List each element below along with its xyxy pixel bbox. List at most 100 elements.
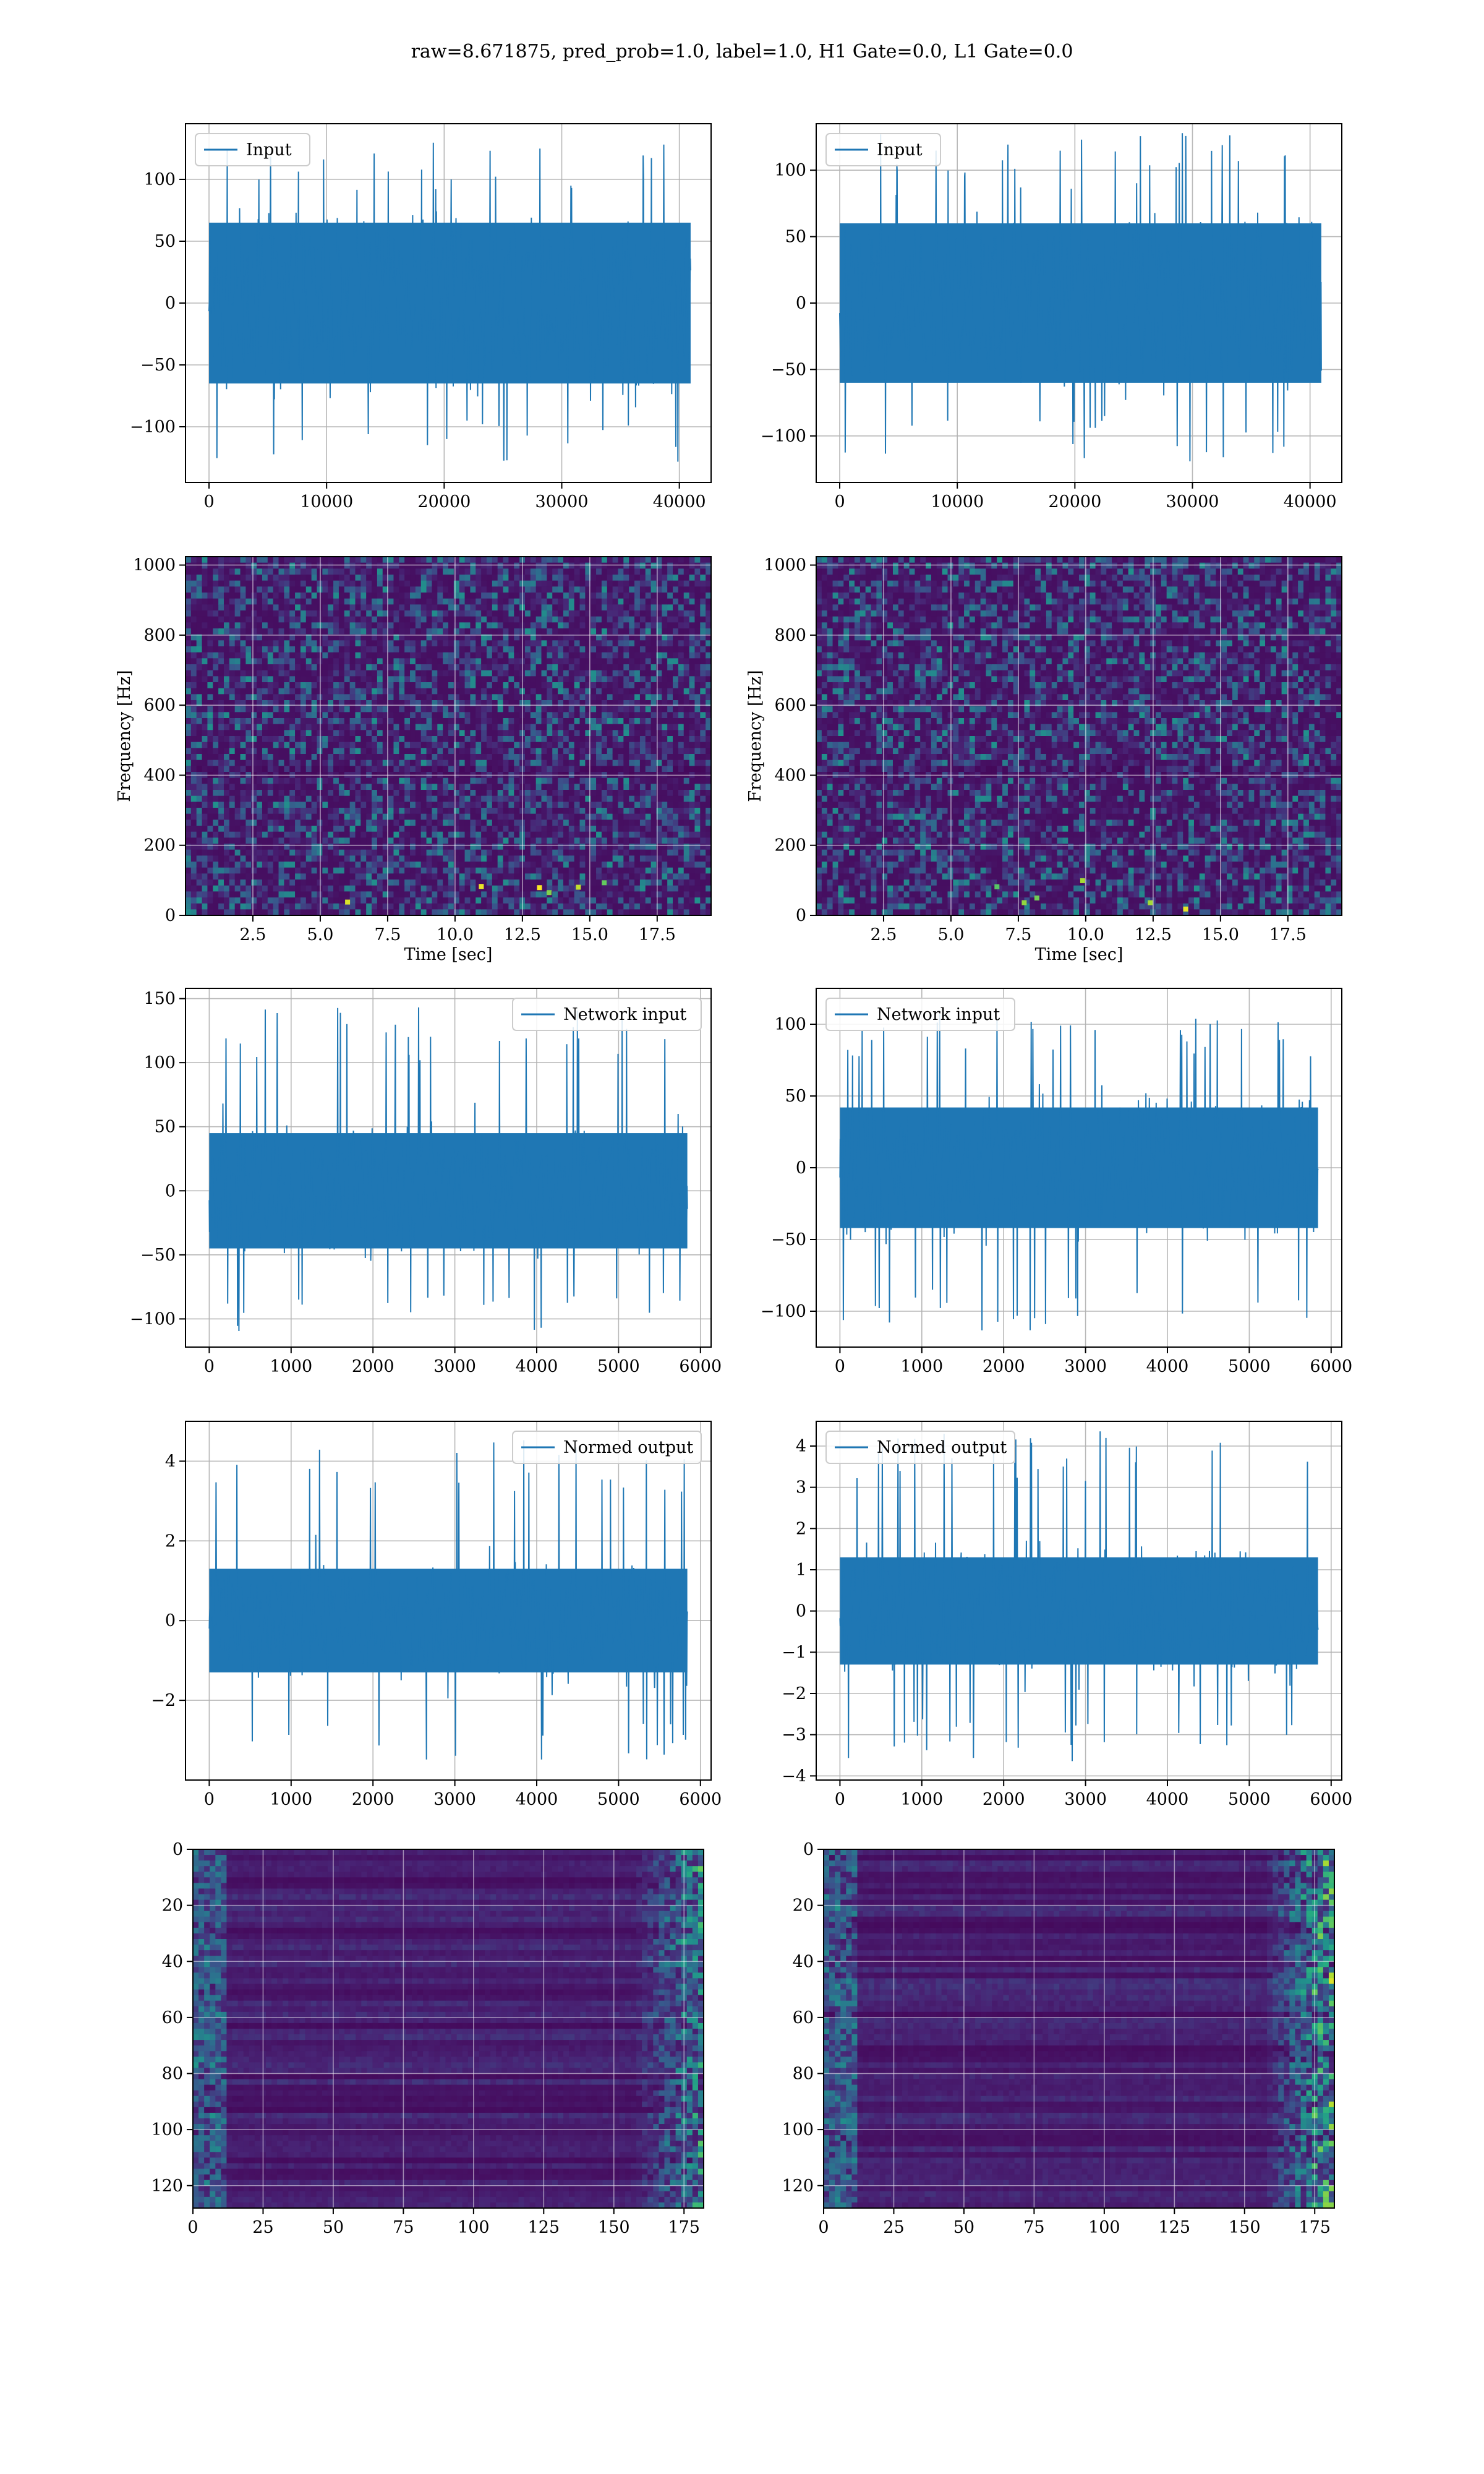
x-tick-label: 17.5 [639, 925, 676, 944]
y-tick-label: 0 [796, 906, 806, 925]
bright-speck [1148, 901, 1153, 905]
y-tick-label: 800 [143, 626, 176, 645]
x-tick-label: 17.5 [1269, 925, 1307, 944]
x-axis-label: Time [sec] [404, 945, 493, 964]
x-tick-label: 2000 [983, 1357, 1025, 1376]
x-tick-label: 0 [203, 492, 214, 511]
bright-speck [602, 880, 607, 885]
bright-speck [1183, 907, 1188, 912]
y-tick-label: 120 [782, 2177, 814, 2196]
y-tick-label: 3 [796, 1478, 806, 1497]
x-tick-label: 6000 [679, 1357, 722, 1376]
y-tick-label: 1000 [133, 556, 176, 575]
x-tick-label: 1000 [270, 1790, 312, 1809]
x-tick-label: 1000 [270, 1357, 312, 1376]
y-tick-label: −100 [761, 1302, 806, 1321]
x-tick-label: 1000 [900, 1357, 943, 1376]
y-tick-label: 600 [143, 696, 176, 715]
bright-speck [994, 884, 999, 889]
x-tick-label: 20000 [1048, 492, 1101, 511]
bright-speck [1021, 900, 1026, 905]
y-tick-label: 0 [165, 294, 176, 313]
y-tick-label: −50 [771, 360, 806, 379]
x-tick-label: 125 [1159, 2218, 1191, 2237]
y-tick-label: −50 [140, 356, 176, 375]
y-tick-label: 80 [162, 2065, 183, 2084]
x-tick-label: 0 [835, 1357, 845, 1376]
x-tick-label: 6000 [1310, 1357, 1352, 1376]
legend-label: Input [246, 140, 292, 160]
x-tick-label: 0 [204, 1790, 215, 1809]
y-tick-label: 2 [796, 1519, 806, 1538]
x-tick-label: 2.5 [870, 925, 897, 944]
x-tick-label: 4000 [1146, 1357, 1189, 1376]
y-tick-label: 600 [774, 696, 806, 715]
y-tick-label: 400 [143, 766, 176, 785]
y-tick-label: 1000 [764, 556, 806, 575]
y-tick-label: 100 [151, 2120, 183, 2139]
x-tick-label: 15.0 [1202, 925, 1239, 944]
y-tick-label: 0 [796, 1602, 806, 1621]
y-tick-label: 4 [165, 1452, 176, 1471]
x-tick-label: 10.0 [437, 925, 474, 944]
y-tick-label: 20 [162, 1896, 183, 1915]
x-tick-label: 100 [458, 2218, 490, 2237]
bright-speck [576, 884, 581, 889]
y-tick-label: 100 [143, 170, 176, 189]
x-tick-label: 10.0 [1067, 925, 1104, 944]
bright-speck [1080, 878, 1085, 883]
y-tick-label: 50 [155, 1118, 176, 1137]
y-tick-label: 800 [774, 626, 806, 645]
y-tick-label: 150 [143, 990, 176, 1009]
x-tick-label: 3000 [433, 1357, 476, 1376]
y-tick-label: 20 [793, 1896, 814, 1915]
x-tick-label: 175 [668, 2218, 700, 2237]
y-tick-label: 50 [785, 1087, 806, 1106]
y-tick-label: 60 [162, 2008, 183, 2027]
heatmap-cells [193, 1849, 704, 2209]
x-tick-label: 10000 [931, 492, 984, 511]
legend-label: Network input [877, 1005, 1000, 1024]
bright-speck [537, 885, 542, 890]
x-tick-label: 30000 [1166, 492, 1219, 511]
y-tick-label: 40 [793, 1952, 814, 1971]
x-tick-label: 20000 [417, 492, 471, 511]
spectrogram-h1-panel: 2.5 5.0 7.5 10.0 12.5 15.0 17.5020040060080010… [115, 556, 712, 964]
bright-speck [479, 884, 484, 889]
x-tick-label: 30000 [535, 492, 589, 511]
y-tick-label: 100 [774, 161, 806, 180]
x-tick-label: 150 [598, 2218, 630, 2237]
x-tick-label: 5000 [597, 1790, 640, 1809]
x-tick-label: 6000 [1310, 1790, 1352, 1809]
x-tick-label: 50 [953, 2218, 974, 2237]
x-tick-label: 4000 [1146, 1790, 1189, 1809]
x-tick-label: 125 [528, 2218, 560, 2237]
network-input-h1-panel: 0 1000 2000 3000 4000 5000 6000−100−5005010015… [130, 988, 722, 1376]
y-tick-label: 0 [165, 1611, 176, 1630]
legend-label: Normed output [877, 1438, 1007, 1457]
y-tick-label: 40 [162, 1952, 183, 1971]
x-tick-label: 10000 [300, 492, 353, 511]
legend-label: Network input [563, 1005, 686, 1024]
x-tick-label: 2000 [983, 1790, 1025, 1809]
y-tick-label: 0 [165, 906, 176, 925]
y-tick-label: 60 [793, 2008, 814, 2027]
x-tick-label: 0 [187, 2218, 198, 2237]
y-axis-label: Frequency [Hz] [746, 670, 765, 802]
y-tick-label: 0 [803, 1840, 814, 1859]
x-tick-label: 5000 [1228, 1790, 1271, 1809]
y-tick-label: −2 [782, 1684, 806, 1703]
y-tick-label: 1 [796, 1560, 806, 1580]
network-input-l1-panel: 0 1000 2000 3000 4000 5000 6000−100−50050100Ne… [761, 988, 1352, 1376]
x-tick-label: 75 [393, 2218, 414, 2237]
x-tick-label: 4000 [516, 1790, 558, 1809]
y-tick-label: 80 [793, 2065, 814, 2084]
x-tick-label: 3000 [433, 1790, 476, 1809]
y-tick-label: 100 [782, 2120, 814, 2139]
